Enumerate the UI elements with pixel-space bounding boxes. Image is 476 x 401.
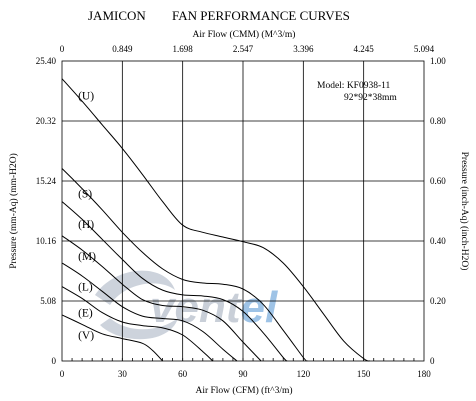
y2-tick-label: 0.80 <box>430 116 446 126</box>
curve-h <box>61 201 288 362</box>
y2-tick-label: 1.00 <box>430 56 446 66</box>
curve-v <box>61 314 163 362</box>
curve-l <box>61 262 238 362</box>
x-tick-label: 30 <box>118 369 128 379</box>
curve-s <box>61 168 308 362</box>
y-tick-label: 20.32 <box>36 116 56 126</box>
y-tick-label: 5.08 <box>40 296 56 306</box>
x2-tick-label: 2.547 <box>233 44 254 54</box>
curves <box>61 78 370 362</box>
curve-label: (H) <box>78 219 94 231</box>
curve-label: (U) <box>78 90 94 102</box>
x-tick-label: 180 <box>417 369 431 379</box>
y2-tick-label: 0.60 <box>430 176 446 186</box>
curve-label: (V) <box>78 330 94 342</box>
watermark-swirl-icon <box>95 270 178 340</box>
x-tick-label: 90 <box>239 369 249 379</box>
y2-tick-label: 0 <box>430 356 435 366</box>
watermark-text: ventel <box>150 283 278 332</box>
y-tick-label: 15.24 <box>36 176 57 186</box>
y2-axis-label: Pressure (inch-Aq) (inch-H2O) <box>459 152 470 271</box>
x2-tick-label: 0.849 <box>112 44 133 54</box>
brand-name: JAMICON <box>88 8 146 23</box>
watermark-logo: ventel <box>95 270 278 340</box>
x-tick-label: 60 <box>178 369 188 379</box>
x2-tick-label: 3.396 <box>293 44 314 54</box>
x2-tick-label: 1.698 <box>173 44 194 54</box>
curve-e <box>61 286 214 362</box>
y-tick-label: 0 <box>52 356 57 366</box>
x-tick-label: 120 <box>297 369 311 379</box>
curve-label: (S) <box>78 188 92 200</box>
tick-labels: 0 30 60 90 120 150 180 0 0.849 1.698 2.547 3.396 4.2… <box>36 44 447 379</box>
curve-label: (E) <box>78 308 93 320</box>
model-size: 92*92*38mm <box>344 93 397 103</box>
y2-tick-label: 0.40 <box>430 236 446 246</box>
x2-tick-label: 5.094 <box>414 44 435 54</box>
curve-u <box>61 78 370 362</box>
model-name: Model: KF0938-11 <box>317 81 391 91</box>
x2-axis-label: Air Flow (CMM) (M^3/m) <box>193 29 296 40</box>
x2-tick-label: 0 <box>60 44 65 54</box>
y-axis-label: Pressure (mm-Aq) (mm-H2O) <box>8 153 19 269</box>
y-tick-label: 25.40 <box>36 56 57 66</box>
x-tick-label: 0 <box>60 369 65 379</box>
curve-labels: (U) (S) (H) (M) (L) (E) (V) <box>78 90 96 342</box>
curve-label: (L) <box>78 282 93 294</box>
grid <box>61 60 425 362</box>
x-axis-label: Air Flow (CFM) (ft^3/m) <box>195 385 292 396</box>
x2-tick-label: 4.245 <box>354 44 375 54</box>
y-tick-label: 10.16 <box>36 236 57 246</box>
curve-m <box>61 235 262 362</box>
curve-label: (M) <box>78 251 96 263</box>
chart-title: FAN PERFORMANCE CURVES <box>172 8 350 23</box>
y2-tick-label: 0.20 <box>430 296 446 306</box>
x-tick-label: 150 <box>357 369 371 379</box>
